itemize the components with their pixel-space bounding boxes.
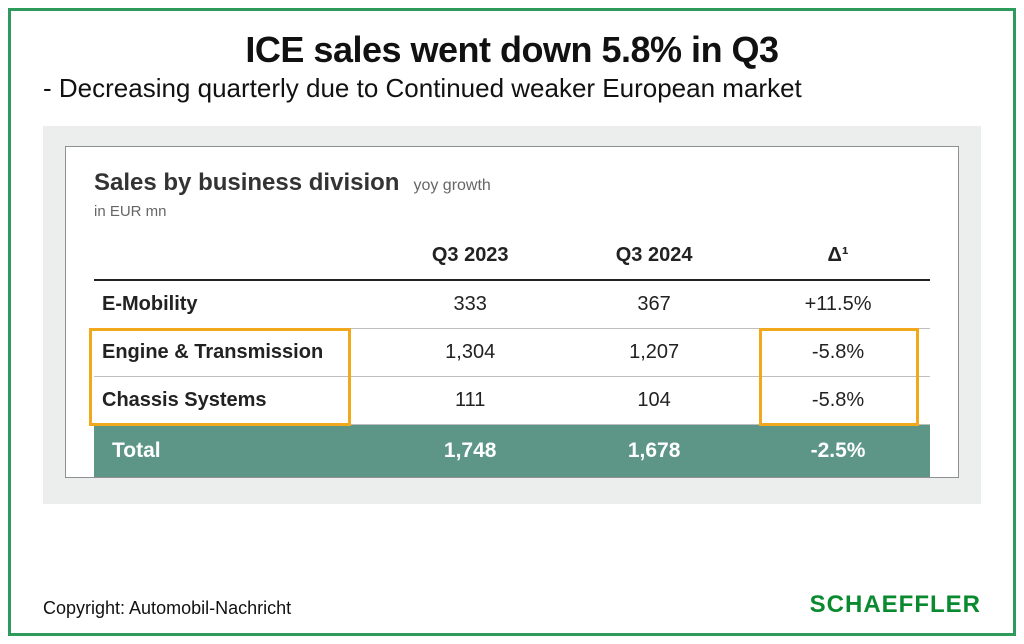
table-title: Sales by business division <box>94 169 399 197</box>
sales-table: Q3 2023 Q3 2024 Δ¹ E-Mobility 333 367 +1… <box>94 234 930 477</box>
col-head-q3-2024: Q3 2024 <box>562 234 746 280</box>
col-head-delta: Δ¹ <box>746 234 930 280</box>
table-row: E-Mobility 333 367 +11.5% <box>94 280 930 329</box>
copyright-text: Copyright: Automobil-Nachricht <box>43 598 291 619</box>
slide-frame: ICE sales went down 5.8% in Q3 - Decreas… <box>8 8 1016 636</box>
table-head-row: Q3 2023 Q3 2024 Δ¹ <box>94 234 930 280</box>
table-row: Engine & Transmission 1,304 1,207 -5.8% <box>94 329 930 377</box>
cell-delta: +11.5% <box>746 280 930 329</box>
cell-q3-2023: 111 <box>378 377 562 425</box>
row-label: Chassis Systems <box>94 377 378 425</box>
schaeffler-logo: SCHAEFFLER <box>810 591 981 619</box>
page-subtitle: - Decreasing quarterly due to Continued … <box>43 73 981 104</box>
table-card: Sales by business division yoy growth in… <box>43 126 981 504</box>
cell-q3-2024: 1,207 <box>562 329 746 377</box>
cell-q3-2024: 104 <box>562 377 746 425</box>
table-header-line: Sales by business division yoy growth <box>94 169 930 197</box>
table-row-total: Total 1,748 1,678 -2.5% <box>94 425 930 478</box>
cell-q3-2024: 1,678 <box>562 425 746 478</box>
cell-delta: -2.5% <box>746 425 930 478</box>
cell-q3-2023: 333 <box>378 280 562 329</box>
col-head-label <box>94 234 378 280</box>
table-unit: in EUR mn <box>94 203 930 220</box>
cell-q3-2023: 1,748 <box>378 425 562 478</box>
cell-q3-2024: 367 <box>562 280 746 329</box>
cell-delta: -5.8% <box>746 329 930 377</box>
table-inner: Sales by business division yoy growth in… <box>65 146 959 478</box>
cell-q3-2023: 1,304 <box>378 329 562 377</box>
row-label: E-Mobility <box>94 280 378 329</box>
footer: Copyright: Automobil-Nachricht SCHAEFFLE… <box>43 577 981 623</box>
table-subtitle: yoy growth <box>413 177 490 195</box>
col-head-q3-2023: Q3 2023 <box>378 234 562 280</box>
cell-delta: -5.8% <box>746 377 930 425</box>
page-title: ICE sales went down 5.8% in Q3 <box>43 29 981 71</box>
row-label: Engine & Transmission <box>94 329 378 377</box>
table-row: Chassis Systems 111 104 -5.8% <box>94 377 930 425</box>
row-label-total: Total <box>94 425 378 478</box>
